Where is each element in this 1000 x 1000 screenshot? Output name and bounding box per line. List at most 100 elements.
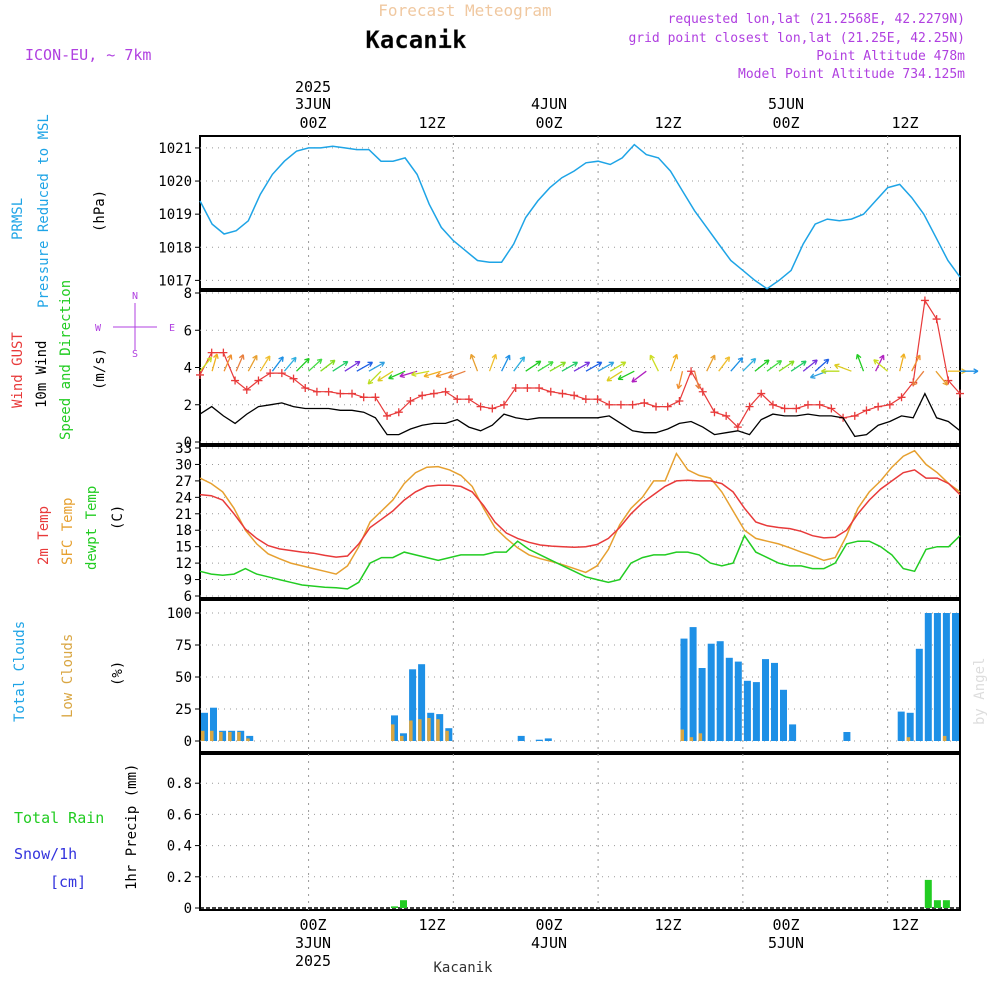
gust-point-marker (640, 398, 649, 407)
bottom-tick-12z-b: 12Z (654, 916, 681, 934)
top-tick-00z-c: 00Z (772, 114, 799, 132)
top-year-label: 2025 (295, 78, 331, 96)
total-cloud-bar (517, 735, 525, 741)
precip-frame (199, 753, 961, 911)
wind-direction-arrow (211, 353, 219, 372)
gust-point-marker (956, 389, 964, 398)
gust-point-marker (815, 400, 824, 409)
rain-bar (400, 900, 407, 908)
gust-point-marker (745, 402, 754, 411)
gust-point-marker (371, 393, 380, 402)
wind-direction-arrow (617, 370, 635, 381)
wind-direction-arrow (235, 354, 245, 372)
total-cloud-bar (716, 641, 724, 741)
temp-ytick-label: 18 (175, 523, 192, 539)
compass-rose: N S W E (95, 291, 175, 360)
wind-direction-arrow (448, 370, 466, 379)
gust-point-marker (944, 376, 953, 385)
gust-point-marker (780, 404, 789, 413)
wind-direction-arrow (223, 354, 233, 372)
wind-direction-arrow (344, 360, 361, 372)
wind-direction-arrow (388, 370, 406, 380)
top-tick-12z-a: 12Z (418, 114, 445, 132)
wind-dir-label: Speed and Direction (58, 280, 74, 440)
precip-rain-label: Total Rain (14, 809, 104, 827)
total-cloud-bar (743, 680, 751, 741)
gust-point-marker (254, 376, 263, 385)
gust-point-marker (710, 408, 719, 417)
compass-n: N (132, 291, 138, 302)
model-point-altitude: Model Point Altitude 734.125m (738, 67, 965, 82)
clouds-frame (199, 599, 961, 753)
gust-point-marker (687, 367, 696, 376)
precip-snow-label: Snow/1h (14, 845, 77, 863)
rain-bar (942, 900, 950, 908)
wind-direction-arrow (435, 370, 454, 379)
low-cloud-bar (942, 735, 947, 741)
total-cloud-bar (210, 707, 217, 741)
low-cloud-bar (210, 730, 214, 741)
precip-ytick-label: 0.2 (167, 870, 192, 886)
low-cloud-bar (237, 732, 241, 741)
wind-ytick-label: 2 (184, 398, 192, 414)
gust-point-marker (453, 395, 462, 404)
wind-ytick-label: 0 (184, 435, 192, 451)
series-prmsl-line (199, 143, 961, 290)
gust-point-marker (920, 296, 929, 305)
temp-unit: (C) (110, 505, 126, 530)
gust-point-marker (523, 383, 532, 392)
total-cloud-bar (897, 711, 905, 741)
wind-direction-arrow (669, 353, 679, 372)
gust-point-marker (558, 389, 567, 398)
compass-s: S (132, 349, 138, 360)
wind-direction-arrow (730, 357, 744, 372)
total-cloud-bar (698, 668, 706, 741)
series-dewpt-line (199, 534, 961, 590)
total-cloud-bar (201, 712, 208, 741)
wind-direction-arrow (790, 360, 807, 372)
low-cloud-bar (427, 718, 431, 741)
wind-direction-arrow (367, 370, 382, 385)
low-cloud-bar (391, 724, 395, 741)
gust-point-marker (768, 400, 777, 409)
wind-direction-arrow (718, 356, 731, 372)
gust-point-marker (628, 400, 637, 409)
top-date-5jun: 5JUN (768, 95, 804, 113)
gust-point-marker (804, 400, 812, 409)
temp-sfc-label: SFC Temp (60, 498, 76, 565)
temp-ytick-label: 24 (175, 490, 192, 506)
gust-point-marker (605, 400, 614, 409)
temp-ytick-label: 9 (184, 573, 192, 589)
total-cloud-bar (780, 689, 787, 741)
gust-point-marker (570, 391, 579, 400)
wind-direction-arrow (585, 361, 603, 372)
gust-point-marker (429, 389, 438, 398)
total-cloud-bar (915, 648, 923, 741)
total-cloud-bar (707, 643, 715, 741)
gust-point-marker (722, 411, 731, 420)
total-cloud-bar (952, 613, 959, 741)
wind-direction-arrow (911, 370, 925, 386)
wind-panel: 0 2 4 6 8 (184, 286, 961, 451)
clouds-total-label: Total Clouds (12, 621, 28, 722)
wind-direction-arrow (834, 363, 852, 372)
clouds-ytick-label: 75 (175, 638, 192, 654)
gust-point-marker (546, 387, 555, 396)
precip-ytick-label: 0.6 (167, 807, 192, 823)
wind-ytick-label: 4 (184, 361, 192, 377)
total-cloud-bar (789, 724, 797, 741)
temp-ytick-label: 6 (184, 589, 192, 605)
low-cloud-bar (436, 719, 440, 741)
wind-unit: (m/s) (92, 348, 108, 390)
model-label: ICON-EU, ~ 7km (25, 46, 151, 64)
grid-lonlat: grid point closest lon,lat (21.25E, 42.2… (628, 31, 965, 46)
wind-direction-arrow (259, 355, 271, 372)
precip-ytick-label: 0.4 (167, 839, 192, 855)
pressure-ytick-label: 1021 (158, 141, 192, 157)
rain-bar (924, 879, 932, 908)
temp-frame (199, 445, 961, 599)
wind-10m-label: 10m Wind (34, 341, 50, 408)
gust-point-marker (348, 389, 356, 398)
wind-direction-arrow (609, 361, 627, 372)
clouds-ytick-label: 50 (175, 670, 192, 686)
